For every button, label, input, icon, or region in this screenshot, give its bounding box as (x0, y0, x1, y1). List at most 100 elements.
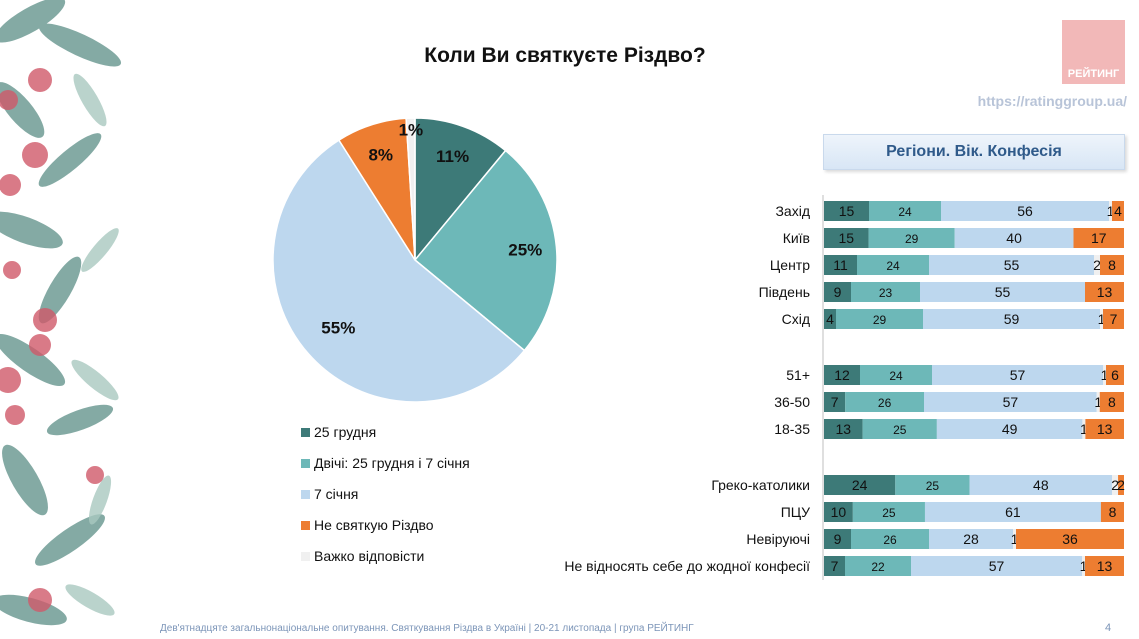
bar-segment (824, 365, 860, 385)
bar-row-label: Південь (759, 284, 810, 300)
bar-segment (941, 201, 1109, 221)
legend-swatch (301, 521, 310, 530)
bar-value-label: 10 (831, 504, 847, 520)
bar-segment (1100, 309, 1103, 329)
bar-segment (852, 502, 925, 522)
bar-value-label: 13 (1097, 284, 1113, 300)
bar-row-label: Київ (783, 230, 810, 246)
legend-swatch (301, 428, 310, 437)
bar-segment (824, 392, 846, 412)
bar-segment (857, 255, 929, 275)
bar-row-label: 18-35 (774, 421, 810, 437)
bar-segment (929, 529, 1013, 549)
bar-value-label: 24 (852, 477, 868, 493)
bar-segment (824, 255, 857, 275)
bar-segment (824, 228, 869, 248)
bar-value-label: 22 (871, 560, 885, 574)
pie-slice (413, 149, 558, 352)
bar-value-label: 57 (989, 558, 1005, 574)
bar-row-label: 51+ (786, 367, 810, 383)
rating-logo: РЕЙТИНГ (1062, 20, 1125, 84)
legend-label: Двічі: 25 грудня і 7 січня (314, 455, 470, 471)
bar-segment (1096, 392, 1100, 412)
bar-segment (1085, 282, 1124, 302)
bar-value-label: 1 (1011, 531, 1019, 547)
bar-row-label: Центр (770, 257, 810, 273)
bar-segment (845, 392, 924, 412)
bar-segment (920, 282, 1085, 302)
bar-segment (1112, 475, 1119, 495)
legend-label: Важко відповісти (314, 548, 425, 564)
bar-row-label: Греко-католики (711, 477, 810, 493)
pie-slice (414, 117, 507, 263)
pie-chart: 11% 25% 55% 8% 1% (272, 117, 558, 403)
bar-segment (824, 529, 851, 549)
bar-value-label: 9 (834, 284, 842, 300)
bar-segment (851, 282, 920, 302)
chart-title: Коли Ви святкуєте Різдво? (424, 44, 706, 67)
footer-text: Дев'ятнадцяте загальнонаціональне опитув… (160, 623, 694, 634)
bar-row-label: Захід (775, 203, 810, 219)
bar-value-label: 8 (1108, 257, 1116, 273)
bar-value-label: 1 (1080, 421, 1088, 437)
pie-slice-label: 1% (399, 120, 424, 139)
bar-segment (924, 502, 1101, 522)
bar-row-label: 36-50 (774, 394, 810, 410)
bar-value-label: 1 (1101, 367, 1109, 383)
bar-segment (824, 282, 851, 302)
bar-segment (1094, 255, 1100, 275)
bar-value-label: 48 (1033, 477, 1049, 493)
bar-value-label: 36 (1062, 531, 1078, 547)
pie-slice-label: 55% (321, 319, 355, 338)
bar-value-label: 2 (1117, 477, 1125, 493)
bar-value-label: 59 (1004, 311, 1020, 327)
page-number: 4 (1105, 622, 1112, 634)
bar-segment (1103, 365, 1106, 385)
bar-segment (911, 556, 1082, 576)
bar-segment (932, 365, 1103, 385)
bar-value-label: 1 (1094, 394, 1102, 410)
bar-segment (1106, 365, 1124, 385)
bar-value-label: 7 (831, 394, 839, 410)
bar-segment (824, 201, 869, 221)
bar-value-label: 49 (1002, 421, 1018, 437)
bar-segment (929, 255, 1094, 275)
bar-value-label: 55 (995, 284, 1011, 300)
bar-value-label: 61 (1005, 504, 1021, 520)
bar-value-label: 26 (878, 396, 892, 410)
bar-value-label: 7 (1110, 311, 1118, 327)
bar-value-label: 25 (926, 479, 940, 493)
bar-segment (969, 475, 1113, 495)
bar-segment (824, 556, 845, 576)
bar-value-label: 17 (1091, 230, 1107, 246)
holly-decoration (0, 0, 135, 639)
bar-value-label: 13 (1097, 558, 1113, 574)
bar-segment (1109, 201, 1112, 221)
legend-label: 7 січня (314, 486, 359, 502)
bar-value-label: 40 (1006, 230, 1022, 246)
bar-value-label: 24 (898, 205, 912, 219)
pie-slice (405, 117, 416, 261)
bar-segment (1100, 255, 1124, 275)
bar-row-label: Невіруючі (746, 531, 810, 547)
bar-segment (936, 419, 1083, 439)
bar-value-label: 13 (1097, 421, 1113, 437)
bar-value-label: 15 (838, 230, 854, 246)
bar-segment (824, 475, 896, 495)
bar-value-label: 26 (883, 533, 897, 547)
bar-value-label: 11 (833, 257, 848, 273)
bar-value-label: 13 (836, 421, 852, 437)
bar-segment (1085, 556, 1124, 576)
legend-swatch (301, 552, 310, 561)
legend-label: 25 грудня (314, 424, 377, 440)
website-url[interactable]: https://ratinggroup.ua/ (977, 93, 1127, 109)
pie-slice-label: 11% (436, 147, 469, 166)
bar-value-label: 6 (1111, 367, 1119, 383)
bar-value-label: 4 (826, 311, 834, 327)
bar-value-label: 9 (834, 531, 842, 547)
pie-slice-label: 25% (508, 241, 542, 260)
legend-swatch (301, 490, 310, 499)
bar-value-label: 28 (963, 531, 979, 547)
bar-value-label: 4 (1114, 203, 1122, 219)
bar-segment (954, 228, 1074, 248)
